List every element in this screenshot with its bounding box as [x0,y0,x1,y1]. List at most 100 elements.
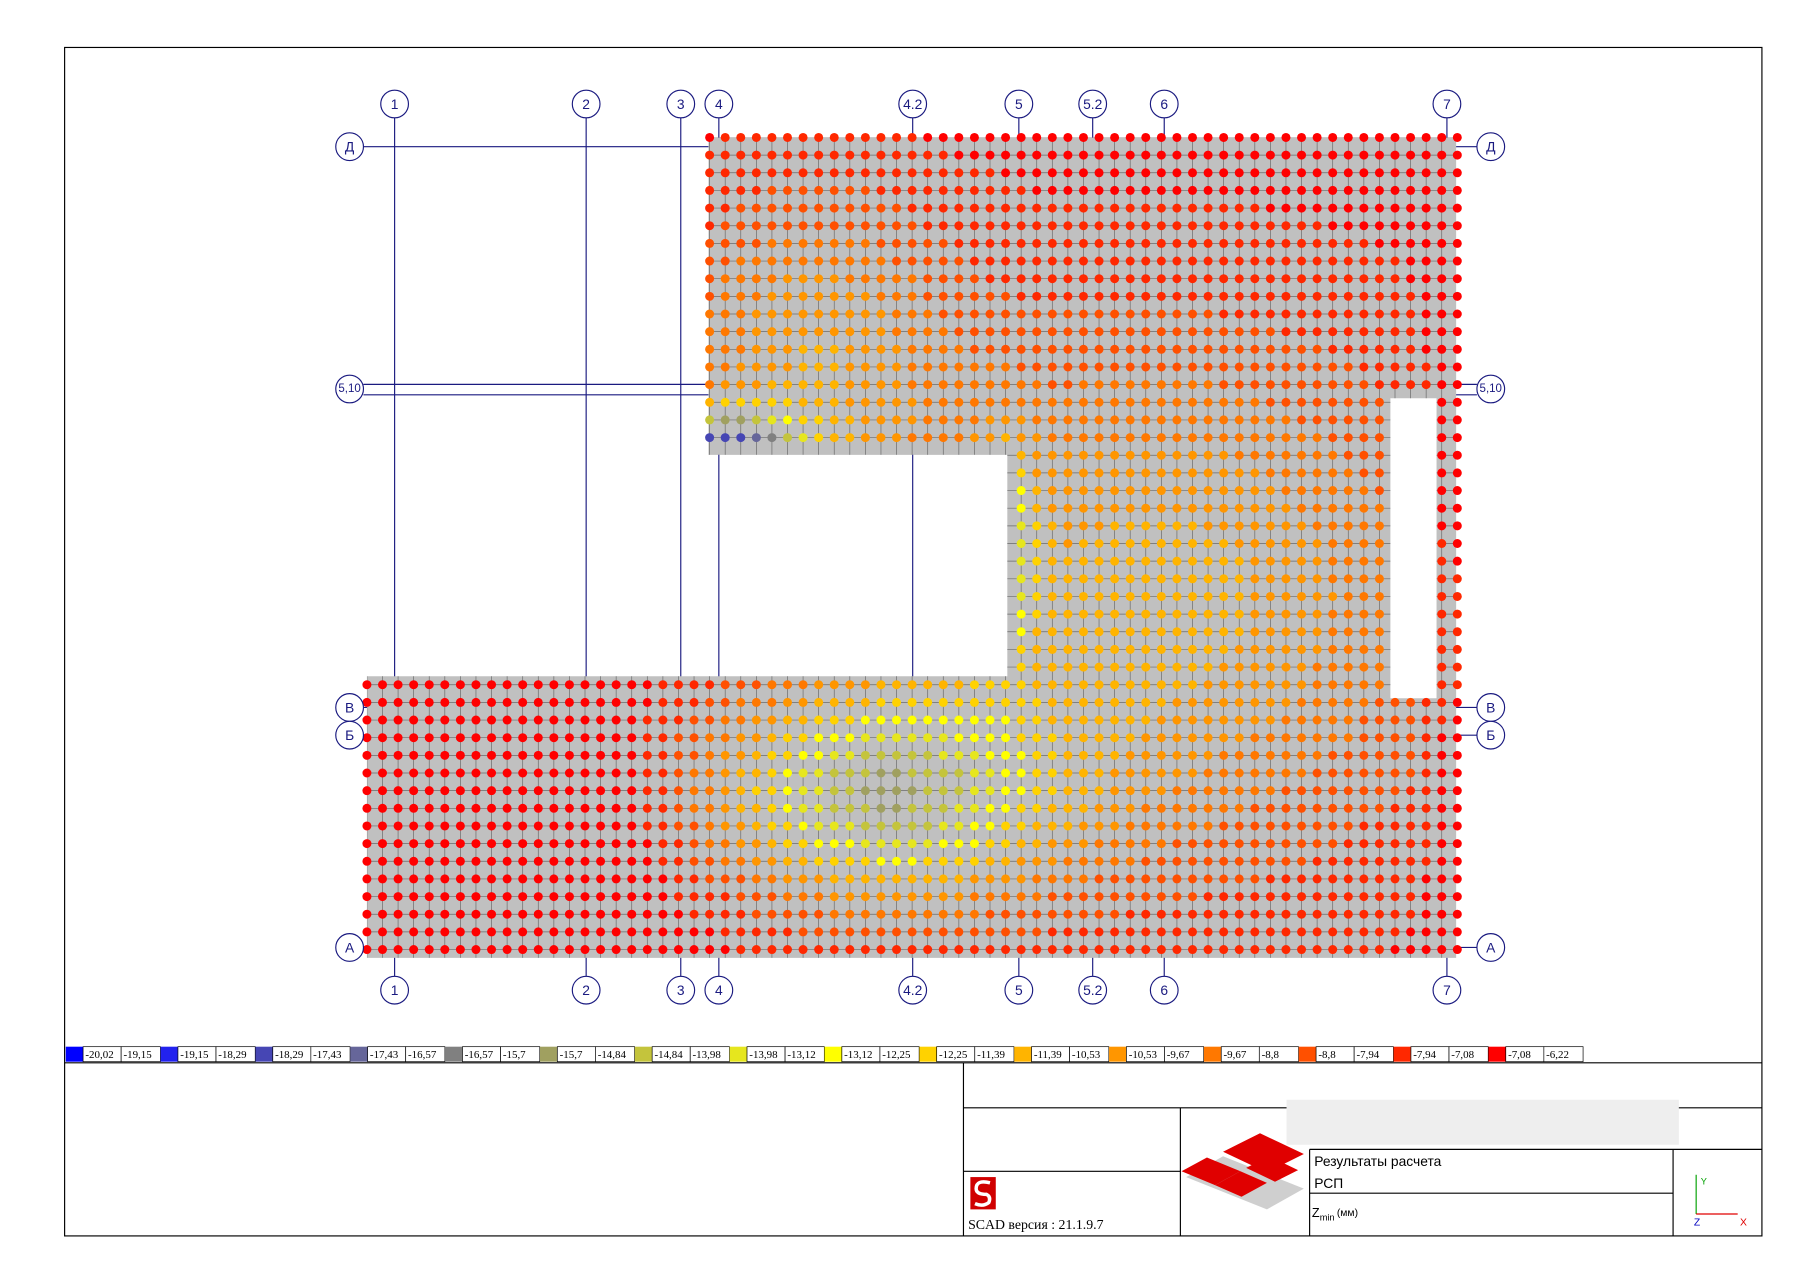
node [938,768,948,778]
node [907,839,917,849]
node [642,909,652,919]
node [892,203,902,213]
node [1390,380,1400,390]
node [798,380,808,390]
node [1452,362,1462,372]
node [814,697,824,707]
node [985,327,995,337]
node [783,291,792,301]
node [1343,256,1353,266]
node [1078,168,1088,178]
node [1281,909,1291,919]
node [1359,680,1369,690]
node [1343,238,1353,248]
node [1312,344,1322,354]
node [1032,450,1042,460]
node [969,786,979,796]
node [1125,221,1135,231]
node [1374,574,1384,584]
node [829,309,839,319]
node [1063,256,1073,266]
node [1188,856,1197,866]
node [1219,680,1229,690]
node [1188,185,1197,195]
node [1437,874,1447,884]
node [1250,238,1260,248]
node [1110,909,1120,919]
node [1172,503,1182,513]
legend-cell [1448,1046,1489,1063]
node [1281,927,1291,937]
node [923,256,933,266]
node [1047,327,1057,337]
node [1156,521,1166,531]
node [1421,132,1431,142]
node [1312,486,1322,496]
axis-label: Б [345,727,354,743]
node [1234,521,1244,531]
node [1063,733,1073,743]
node [1094,839,1104,849]
node [1359,697,1369,707]
node [1172,803,1182,813]
node [1250,274,1260,284]
node [393,874,403,884]
node [1001,874,1011,884]
node [455,892,465,902]
node [736,945,746,955]
node [1437,238,1447,248]
node [1297,238,1307,248]
node [455,803,465,813]
node [378,803,387,813]
node [393,733,403,743]
node [1047,521,1057,531]
node [1001,238,1011,248]
node [673,715,683,725]
node [1094,274,1104,284]
node [1172,344,1182,354]
node [455,927,465,937]
node [1032,680,1042,690]
node [923,786,933,796]
node [767,309,777,319]
node [393,945,403,955]
node [1078,274,1088,284]
node [720,185,730,195]
node [1452,486,1462,496]
node [1219,344,1229,354]
node [798,274,808,284]
node [1234,450,1244,460]
node [1374,556,1384,566]
node [1359,221,1369,231]
node [533,945,543,955]
node [1032,521,1042,531]
node [1063,945,1073,955]
node [860,274,870,284]
node [1250,609,1260,619]
axis-bubble [704,975,734,1005]
node [1390,768,1400,778]
node [814,909,824,919]
node [1359,627,1369,637]
node [1094,291,1104,301]
node [1297,380,1307,390]
node [378,715,387,725]
node [1406,839,1416,849]
node [533,821,543,831]
node [892,733,902,743]
node [1203,927,1213,937]
node [1172,644,1182,654]
node [923,892,933,902]
node [954,238,964,248]
node [564,786,574,796]
node [1188,344,1197,354]
node [1094,168,1104,178]
node [751,697,761,707]
node [1343,503,1353,513]
node [954,433,964,443]
node [1374,486,1384,496]
node [860,892,870,902]
node [1421,874,1431,884]
node [1437,256,1447,266]
node [1265,521,1275,531]
